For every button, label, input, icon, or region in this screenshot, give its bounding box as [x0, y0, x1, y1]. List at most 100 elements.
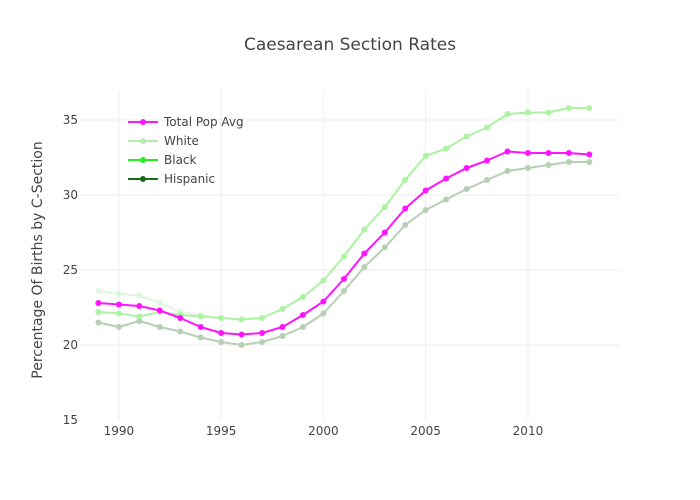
data-point-hispanic: [340, 288, 347, 294]
data-point-white: [95, 309, 102, 315]
data-point-total-pop-avg: [524, 150, 531, 156]
data-point-hispanic: [422, 207, 429, 213]
data-point-total-pop-avg: [156, 307, 163, 314]
legend-marker: [140, 138, 146, 144]
legend-item-black[interactable]: Black: [128, 153, 197, 167]
legend-item-total-pop-avg[interactable]: Total Pop Avg: [128, 115, 244, 129]
data-point-white: [320, 277, 327, 284]
y-tick-label: 35: [63, 113, 78, 127]
data-point-white: [443, 145, 450, 152]
x-tick-label: 2005: [410, 424, 441, 438]
data-point-total-pop-avg: [422, 187, 429, 194]
data-point-hispanic: [545, 162, 552, 168]
data-point-white: [361, 226, 368, 233]
data-point-hispanic: [197, 334, 204, 341]
series-total-pop-avg: [95, 148, 593, 338]
data-point-total-pop-avg: [463, 165, 470, 171]
data-point-white: [218, 315, 225, 321]
legend-label: Black: [164, 153, 197, 167]
data-point-total-pop-avg: [565, 150, 572, 156]
data-point-hispanic: [463, 186, 470, 192]
legend-marker: [140, 157, 146, 163]
data-point-total-pop-avg: [299, 312, 306, 318]
data-point-white: [197, 313, 204, 320]
data-point-total-pop-avg: [218, 330, 225, 336]
data-point-total-pop-avg: [177, 315, 184, 321]
data-point-hispanic: [381, 244, 388, 251]
data-point-white: [484, 124, 491, 131]
data-point-total-pop-avg: [504, 148, 511, 155]
data-point-total-pop-avg: [443, 175, 450, 182]
data-point-white: [422, 153, 429, 159]
data-point-hispanic: [279, 333, 286, 339]
data-point-total-pop-avg: [197, 324, 204, 330]
data-point-hispanic: [484, 177, 491, 183]
data-point-total-pop-avg: [361, 250, 368, 257]
legend-item-hispanic[interactable]: Hispanic: [128, 172, 215, 186]
series-line-hispanic: [98, 161, 590, 346]
data-point-hispanic: [115, 324, 122, 330]
data-point-black: [136, 292, 143, 299]
data-point-total-pop-avg: [340, 276, 347, 282]
data-point-total-pop-avg: [381, 229, 388, 236]
series-hispanic: [95, 159, 593, 348]
x-tick-label: 1990: [104, 424, 135, 438]
legend-label: Total Pop Avg: [163, 115, 244, 129]
axis-ticks: 15 20 25 30 35 1990 1995 2000 2005 2010: [63, 113, 544, 438]
legend-marker: [140, 119, 146, 125]
data-point-white: [238, 316, 245, 323]
data-point-white: [463, 133, 470, 140]
data-point-black: [156, 300, 163, 306]
data-point-white: [565, 105, 572, 111]
data-point-hispanic: [136, 318, 143, 324]
data-point-white: [524, 109, 531, 116]
x-tick-label: 1995: [206, 424, 237, 438]
data-point-hispanic: [320, 310, 327, 317]
data-point-white: [259, 315, 266, 321]
data-point-hispanic: [524, 165, 531, 171]
x-tick-label: 2000: [308, 424, 339, 438]
data-point-total-pop-avg: [320, 298, 327, 305]
data-point-hispanic: [238, 342, 245, 348]
data-point-total-pop-avg: [545, 150, 552, 156]
y-tick-label: 15: [63, 413, 78, 427]
legend-marker: [140, 176, 146, 182]
legend-label: White: [164, 134, 199, 148]
data-point-total-pop-avg: [586, 151, 593, 158]
y-tick-label: 30: [63, 188, 78, 202]
data-point-total-pop-avg: [115, 301, 122, 308]
y-tick-label: 25: [63, 263, 78, 277]
data-point-white: [340, 253, 347, 260]
data-point-hispanic: [218, 339, 225, 345]
legend: Total Pop Avg White Black Hispanic: [128, 115, 244, 186]
data-point-white: [279, 306, 286, 312]
data-point-white: [402, 177, 409, 183]
data-point-total-pop-avg: [279, 324, 286, 330]
data-point-hispanic: [177, 328, 184, 335]
data-point-hispanic: [565, 159, 572, 165]
series-layer: [95, 105, 593, 348]
data-point-total-pop-avg: [484, 157, 491, 164]
data-point-white: [115, 310, 122, 317]
data-point-hispanic: [156, 324, 163, 330]
grid: [80, 90, 620, 420]
data-point-total-pop-avg: [238, 331, 245, 338]
chart-title: Caesarean Section Rates: [244, 35, 456, 55]
data-point-white: [545, 109, 552, 116]
data-point-hispanic: [299, 324, 306, 330]
data-point-total-pop-avg: [259, 330, 266, 336]
data-point-hispanic: [586, 159, 593, 165]
data-point-white: [504, 111, 511, 117]
legend-label: Hispanic: [164, 172, 215, 186]
data-point-white: [586, 105, 593, 111]
data-point-hispanic: [95, 319, 102, 326]
data-point-white: [381, 204, 388, 210]
data-point-black: [95, 288, 102, 294]
data-point-black: [115, 291, 122, 297]
data-point-total-pop-avg: [136, 303, 143, 309]
data-point-hispanic: [504, 168, 511, 174]
data-point-white: [136, 313, 143, 320]
data-point-hispanic: [443, 196, 450, 203]
legend-item-white[interactable]: White: [128, 134, 199, 148]
